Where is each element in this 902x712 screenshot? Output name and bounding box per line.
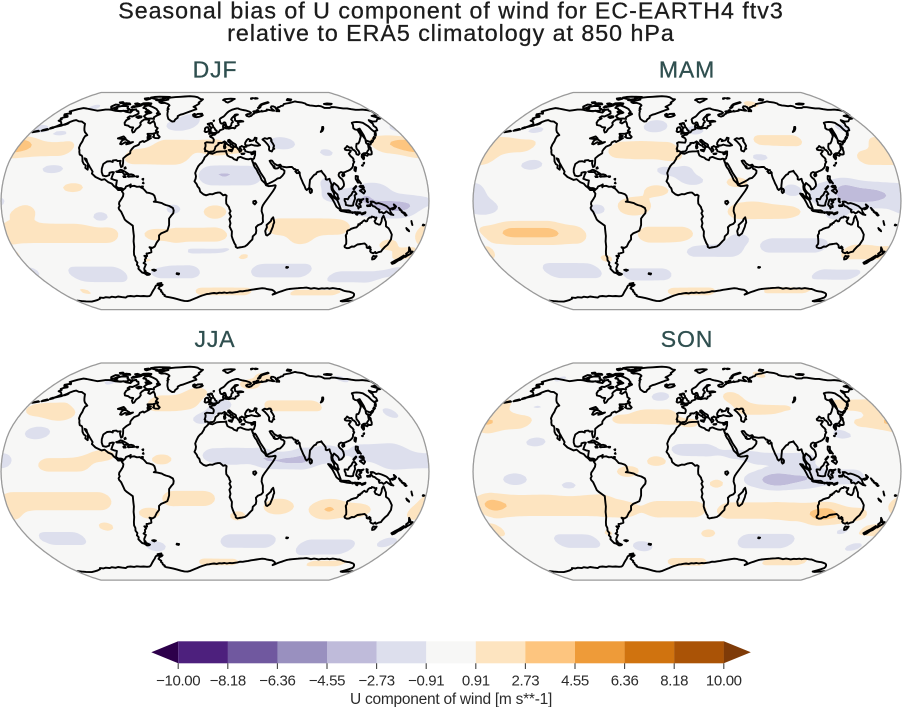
svg-text:0.91: 0.91 (462, 673, 490, 690)
svg-text:2.73: 2.73 (512, 673, 540, 690)
svg-text:−10.00: −10.00 (156, 673, 200, 690)
svg-text:Seasonal bias of U component o: Seasonal bias of U component of wind for… (118, 0, 783, 24)
svg-text:10.00: 10.00 (706, 673, 742, 690)
svg-text:SON: SON (661, 326, 714, 352)
svg-text:−2.73: −2.73 (358, 673, 394, 690)
svg-text:relative to ERA5 climatology a: relative to ERA5 climatology at 850 hPa (227, 20, 675, 46)
svg-text:JJA: JJA (194, 326, 235, 352)
svg-text:8.18: 8.18 (660, 673, 688, 690)
svg-text:U component of wind [m s**-1]: U component of wind [m s**-1] (350, 691, 552, 707)
svg-text:MAM: MAM (659, 57, 715, 83)
svg-text:6.36: 6.36 (611, 673, 639, 690)
svg-text:−4.55: −4.55 (309, 673, 345, 690)
svg-text:DJF: DJF (193, 57, 238, 83)
svg-text:4.55: 4.55 (561, 673, 589, 690)
svg-text:−6.36: −6.36 (259, 673, 295, 690)
svg-text:−8.18: −8.18 (210, 673, 246, 690)
svg-text:−0.91: −0.91 (408, 673, 444, 690)
